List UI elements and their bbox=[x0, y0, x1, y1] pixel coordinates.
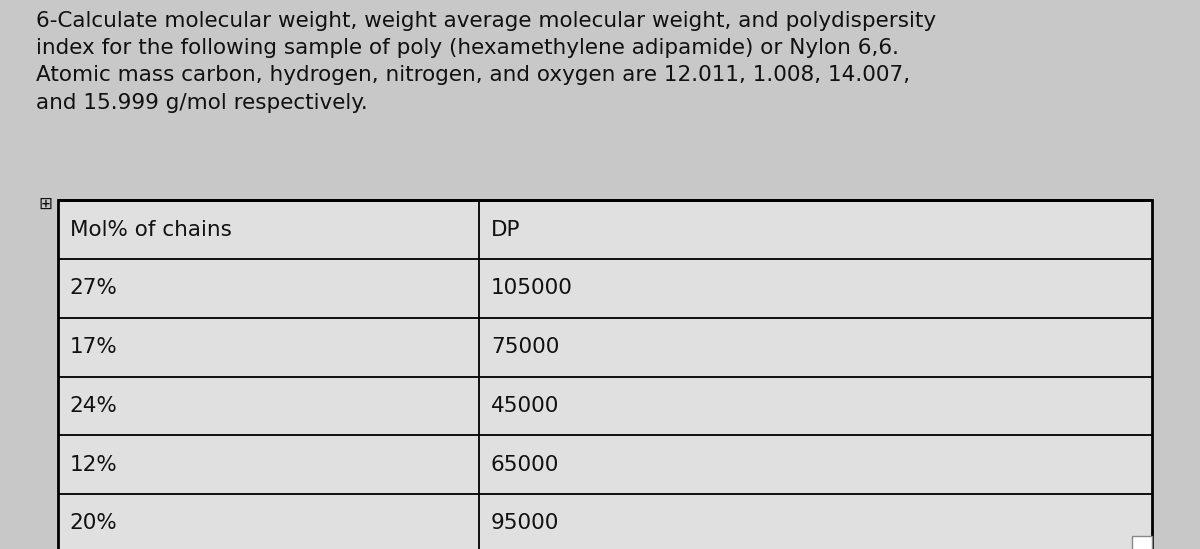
Text: 65000: 65000 bbox=[491, 455, 559, 475]
Bar bbox=[1132, 536, 1152, 549]
Bar bbox=[58, 200, 1152, 549]
Text: 95000: 95000 bbox=[491, 513, 559, 534]
Text: Mol% of chains: Mol% of chains bbox=[70, 220, 232, 240]
Text: 75000: 75000 bbox=[491, 337, 559, 357]
Text: 27%: 27% bbox=[70, 278, 118, 299]
Text: 20%: 20% bbox=[70, 513, 118, 534]
Text: DP: DP bbox=[491, 220, 521, 240]
Text: 6-Calculate molecular weight, weight average molecular weight, and polydispersit: 6-Calculate molecular weight, weight ave… bbox=[36, 11, 936, 113]
Text: 105000: 105000 bbox=[491, 278, 572, 299]
Text: 45000: 45000 bbox=[491, 396, 559, 416]
Bar bbox=[58, 200, 1152, 549]
Text: ⊞: ⊞ bbox=[38, 195, 53, 213]
Text: 12%: 12% bbox=[70, 455, 118, 475]
Text: 17%: 17% bbox=[70, 337, 118, 357]
Text: 24%: 24% bbox=[70, 396, 118, 416]
